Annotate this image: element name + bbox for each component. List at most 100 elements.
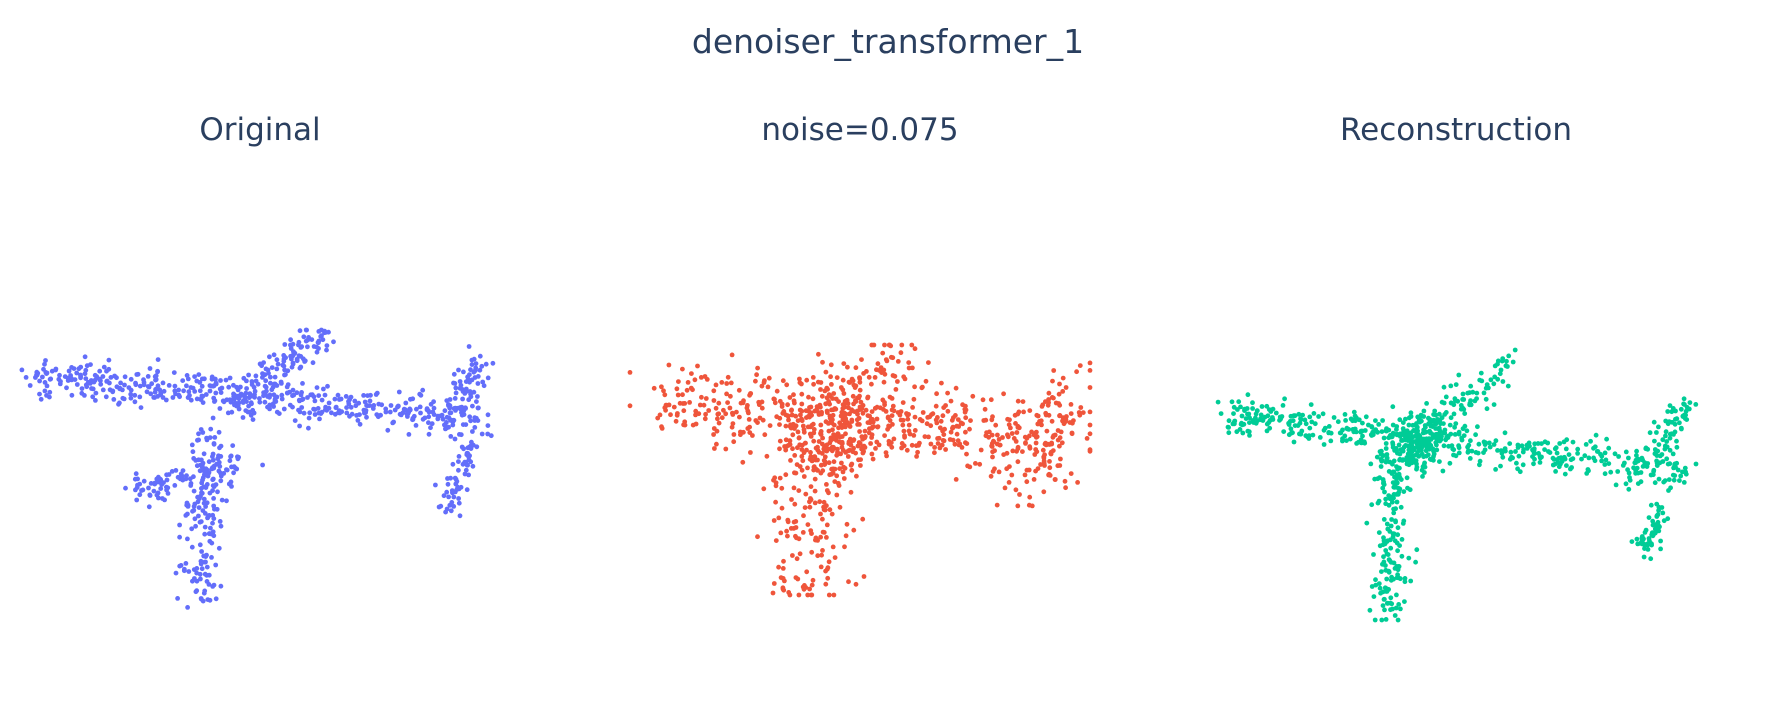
scatter-point [810, 375, 816, 380]
scatter-point [101, 364, 107, 370]
scatter-point [483, 361, 489, 367]
scatter-point [1395, 465, 1401, 471]
scatter-point [1419, 451, 1425, 457]
scatter-point [948, 398, 954, 404]
scatter-point [893, 387, 899, 392]
scatter-point [1456, 443, 1461, 449]
scatter-point [1658, 538, 1663, 544]
scatter-point [413, 423, 419, 428]
scatter-point [426, 431, 432, 437]
scatter-point [1001, 391, 1006, 397]
scatter-point [260, 375, 265, 380]
scatter-point [860, 410, 866, 416]
scatter-point [1226, 430, 1232, 436]
scatter-point [1231, 411, 1236, 416]
scatter-point [772, 475, 778, 481]
scatter-point [257, 399, 263, 405]
scatter-point [1421, 408, 1427, 414]
scatter-point [795, 576, 801, 582]
scatter-point [920, 384, 925, 390]
scatter-point [223, 377, 229, 383]
scatter-point [194, 578, 200, 584]
scatter-point [1027, 408, 1033, 413]
scatter-point [1388, 545, 1394, 551]
scatter-point [176, 392, 182, 398]
scatter-point [228, 479, 234, 485]
scatter-point [1245, 392, 1251, 398]
scatter-point [226, 384, 232, 390]
scatter-point [767, 423, 773, 428]
scatter-point [1247, 415, 1252, 421]
scatter-point [932, 445, 937, 450]
scatter-point [1656, 504, 1662, 510]
scatter-point [426, 409, 432, 415]
scatter-point [349, 411, 355, 417]
scatter-point [1672, 461, 1678, 467]
scatter-point [881, 379, 887, 385]
scatter-point [1335, 419, 1341, 425]
scatter-point [236, 400, 242, 406]
scatter-point [1060, 375, 1066, 381]
scatter-point [684, 387, 690, 393]
scatter-point [335, 392, 341, 398]
scatter-point [955, 417, 961, 422]
scatter-point [198, 397, 204, 402]
scatter-point [332, 396, 338, 402]
scatter-point [813, 445, 819, 451]
scatter-point [875, 424, 881, 429]
scatter-point [1328, 438, 1334, 444]
scatter-point [915, 449, 920, 455]
scatter-point [780, 586, 786, 592]
scatter-point [940, 428, 945, 434]
scatter-point [83, 376, 89, 381]
scatter-point [1638, 479, 1644, 485]
scatter-point [1415, 443, 1421, 449]
scatter-point [843, 431, 848, 437]
scatter-point [290, 387, 296, 393]
scatter-point [198, 576, 203, 582]
scatter-point [839, 460, 844, 466]
scatter-point [1087, 409, 1093, 415]
scatter-point [1386, 557, 1392, 562]
scatter-point [344, 410, 350, 416]
scatter-point [210, 529, 216, 535]
scatter-point [216, 429, 222, 435]
scatter-point [64, 385, 69, 391]
scatter-plot-reconstruction[interactable] [1196, 0, 1716, 702]
scatter-point [1513, 449, 1518, 454]
scatter-point [1406, 422, 1412, 428]
scatter-point [211, 533, 217, 539]
scatter-plot-original[interactable] [0, 0, 520, 702]
scatter-point [1316, 414, 1321, 419]
scatter-point [883, 409, 889, 414]
scatter-point [344, 405, 349, 410]
scatter-point [474, 415, 479, 421]
scatter-point [680, 366, 685, 372]
scatter-point [1421, 414, 1427, 419]
scatter-point [137, 481, 143, 487]
scatter-point [114, 375, 119, 381]
scatter-point [176, 387, 182, 393]
scatter-point [1398, 576, 1403, 582]
scatter-point [866, 374, 872, 380]
scatter-plot-noisy[interactable] [600, 0, 1120, 702]
scatter-point [165, 491, 171, 496]
scatter-point [797, 464, 803, 469]
scatter-point [240, 400, 246, 405]
scatter-point [909, 442, 915, 448]
scatter-point [1591, 445, 1596, 451]
scatter-point [490, 360, 496, 366]
scatter-point [456, 367, 461, 373]
scatter-point [1379, 569, 1384, 574]
scatter-point [1380, 561, 1385, 567]
scatter-point [1015, 446, 1021, 452]
scatter-point [197, 571, 203, 577]
scatter-point [865, 413, 871, 418]
scatter-point [1386, 568, 1392, 574]
scatter-point [1484, 406, 1490, 412]
scatter-point [1377, 585, 1383, 591]
scatter-point [808, 450, 813, 455]
scatter-point [1397, 417, 1403, 423]
scatter-point [823, 369, 829, 375]
scatter-point [260, 462, 265, 468]
